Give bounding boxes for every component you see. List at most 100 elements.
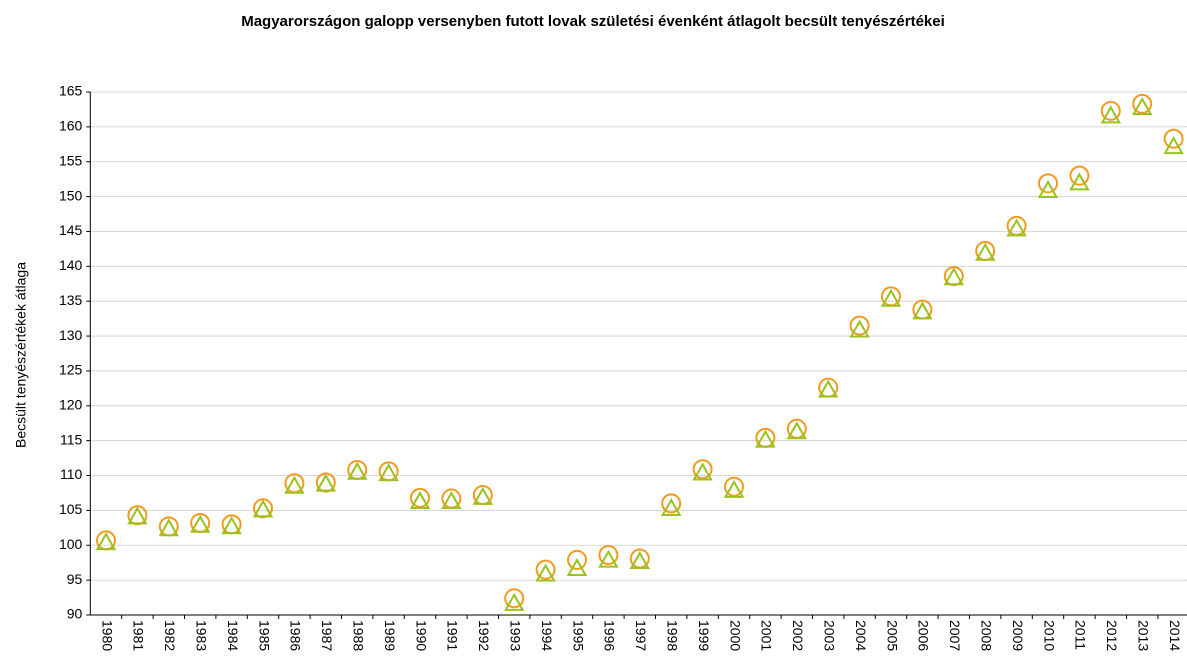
y-tick-label: 115: [60, 431, 83, 447]
point: [660, 497, 682, 517]
point: [284, 475, 305, 494]
x-tick-label: 2003: [821, 620, 837, 651]
x-tick-label: 2001: [759, 620, 775, 651]
x-tick-label: 1984: [225, 620, 241, 651]
point: [95, 532, 117, 551]
x-tick-label: 1991: [445, 620, 461, 651]
point: [1038, 173, 1058, 194]
y-tick-label: 155: [59, 152, 83, 168]
point: [786, 421, 808, 440]
x-tick-label: 2008: [978, 620, 994, 651]
point: [535, 563, 556, 582]
x-tick-label: 1989: [382, 620, 398, 651]
x-tick-label: 2010: [1041, 620, 1057, 651]
point: [974, 242, 996, 261]
point: [692, 462, 713, 481]
chart-title: Magyarországon galopp versenyben futott …: [241, 13, 945, 30]
point: [661, 493, 682, 514]
x-tick-label: 1999: [696, 620, 712, 651]
y-tick-label: 120: [59, 397, 83, 413]
point: [441, 491, 462, 510]
y-tick-label: 165: [59, 83, 83, 99]
x-tick-label: 2013: [1135, 620, 1151, 651]
point: [315, 473, 337, 492]
y-tick-label: 105: [59, 501, 83, 517]
x-tick-label: 1995: [570, 620, 586, 651]
point: [724, 476, 744, 497]
point: [912, 301, 933, 320]
x-tick-label: 2007: [947, 620, 963, 651]
point: [943, 267, 965, 286]
x-tick-label: 1998: [664, 620, 680, 651]
point: [503, 592, 525, 611]
point: [1069, 172, 1090, 191]
y-tick-label: 110: [60, 466, 83, 482]
y-tick-label: 160: [59, 118, 83, 134]
point: [598, 549, 619, 568]
point: [189, 514, 211, 533]
x-tick-label: 2014: [1167, 620, 1183, 651]
point: [849, 315, 870, 336]
x-tick-label: 2012: [1104, 620, 1120, 651]
point: [1100, 100, 1121, 121]
point: [1163, 128, 1184, 149]
y-axis-label: Becsült tenyészértékek átlaga: [13, 262, 29, 448]
x-tick-label: 1993: [507, 620, 523, 651]
x-tick-label: 2011: [1073, 620, 1089, 650]
y-tick-label: 100: [59, 536, 83, 552]
x-tick-label: 2009: [1010, 620, 1026, 651]
point: [723, 479, 745, 498]
point: [566, 557, 588, 576]
x-tick-label: 1985: [256, 620, 272, 651]
x-tick-label: 1988: [350, 620, 366, 651]
y-tick-label: 135: [59, 292, 83, 308]
x-tick-label: 1990: [413, 620, 429, 651]
x-tick-label: 2005: [884, 620, 900, 651]
point: [880, 288, 902, 307]
x-tick-label: 1983: [193, 620, 209, 651]
point: [849, 319, 870, 338]
point: [1132, 93, 1153, 114]
y-tick-label: 130: [59, 327, 83, 343]
x-tick-label: 2002: [790, 620, 806, 651]
point: [158, 518, 180, 537]
x-tick-label: 2004: [853, 620, 869, 651]
point: [817, 379, 839, 398]
y-tick-label: 125: [59, 362, 83, 378]
x-tick-label: 1987: [319, 620, 335, 651]
point: [1037, 179, 1059, 199]
y-tick-label: 150: [59, 187, 83, 203]
point: [221, 516, 242, 535]
point: [1163, 136, 1184, 155]
point: [409, 491, 431, 510]
point: [755, 429, 776, 448]
point: [472, 486, 494, 505]
point: [1131, 97, 1153, 116]
x-tick-label: 2006: [916, 620, 932, 651]
point: [535, 559, 556, 580]
x-tick-label: 1986: [288, 620, 304, 651]
x-tick-label: 1980: [99, 620, 115, 651]
x-tick-label: 1997: [633, 620, 649, 651]
point: [629, 550, 651, 570]
point: [567, 549, 587, 570]
point: [346, 461, 368, 480]
point: [504, 588, 525, 609]
point: [1069, 165, 1090, 186]
point: [127, 506, 148, 525]
x-tick-label: 2000: [727, 620, 743, 651]
x-tick-label: 1994: [539, 620, 555, 651]
x-tick-label: 1996: [602, 620, 618, 651]
x-tick-label: 1992: [476, 620, 492, 651]
x-tick-label: 1982: [162, 620, 178, 651]
point: [1006, 218, 1027, 237]
x-tick-label: 1981: [131, 620, 147, 651]
point: [378, 463, 399, 482]
y-tick-label: 95: [67, 571, 83, 587]
y-tick-label: 90: [67, 606, 83, 622]
y-tick-label: 145: [59, 222, 83, 238]
point: [1100, 105, 1122, 124]
y-tick-label: 140: [59, 257, 83, 273]
